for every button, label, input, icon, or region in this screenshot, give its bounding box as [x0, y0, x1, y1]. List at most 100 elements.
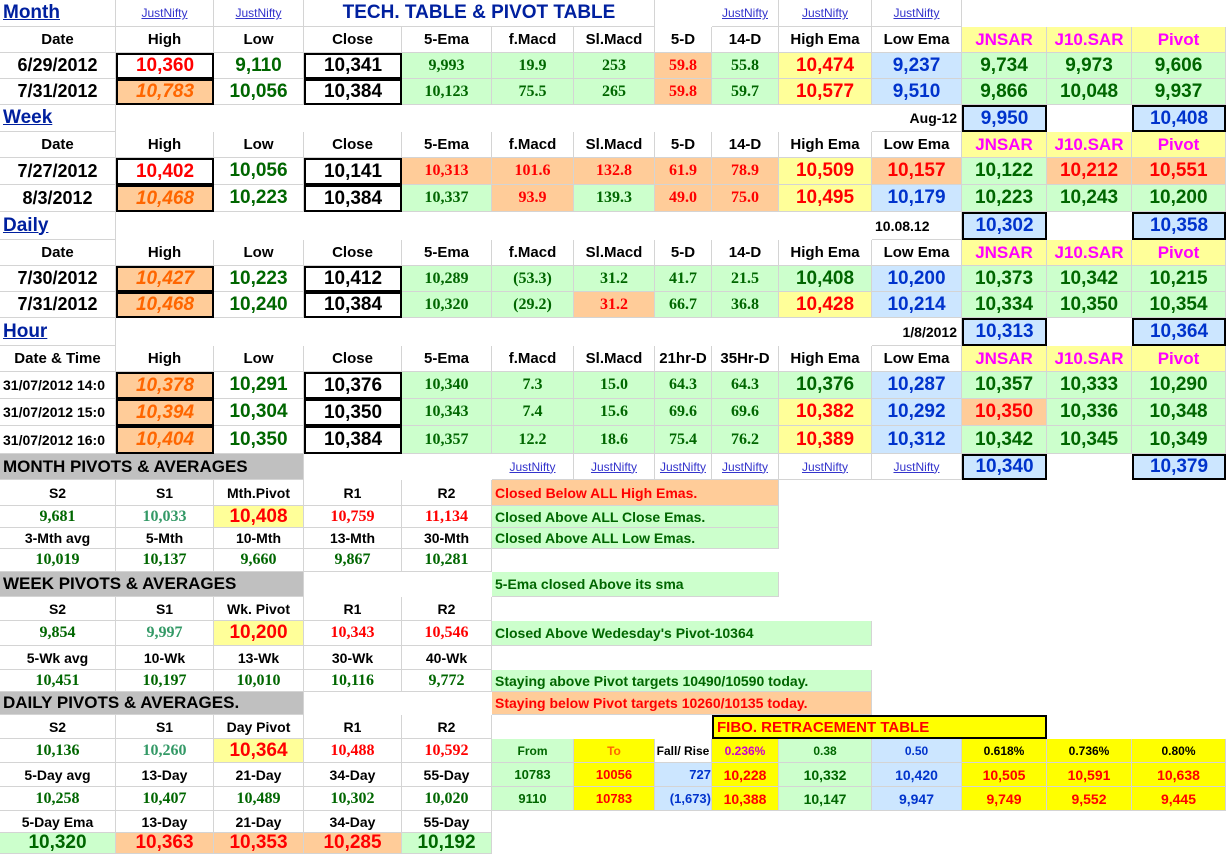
- pivot-value[interactable]: 10,364: [214, 739, 304, 763]
- average-header[interactable]: 30-Mth: [402, 528, 492, 549]
- average-header[interactable]: 13-Day: [116, 763, 214, 787]
- data-cell[interactable]: 59.7: [712, 79, 779, 105]
- data-cell[interactable]: 10,404: [116, 426, 214, 454]
- data-cell[interactable]: 9,110: [214, 53, 304, 79]
- data-cell[interactable]: 19.9: [492, 53, 574, 79]
- data-cell[interactable]: 10,402: [116, 158, 214, 185]
- pivot-header[interactable]: Day Pivot: [214, 715, 304, 739]
- next-pivot[interactable]: 10,364: [1132, 318, 1226, 346]
- column-header-ema5[interactable]: 5-Ema: [402, 132, 492, 158]
- column-header-d14[interactable]: 14-D: [712, 240, 779, 266]
- pivot-header[interactable]: R2: [402, 597, 492, 621]
- data-cell[interactable]: 69.6: [655, 399, 712, 426]
- daily-pivots-title[interactable]: DAILY PIVOTS & AVERAGES.: [0, 692, 304, 715]
- average-value[interactable]: 9,867: [304, 549, 402, 572]
- justnifty-link[interactable]: JustNifty: [712, 0, 779, 27]
- data-cell[interactable]: 9,993: [402, 53, 492, 79]
- pivot-value[interactable]: 10,343: [304, 621, 402, 646]
- fibo-header[interactable]: 0.50: [872, 739, 962, 763]
- data-cell[interactable]: 31/07/2012 15:0: [0, 399, 116, 426]
- data-cell[interactable]: 31/07/2012 14:0: [0, 372, 116, 399]
- ema-value[interactable]: 10,363: [116, 833, 214, 854]
- data-cell[interactable]: 10,342: [962, 426, 1047, 454]
- fibo-header[interactable]: Fall/ Rise: [655, 739, 712, 763]
- column-header-loema[interactable]: Low Ema: [872, 132, 962, 158]
- data-cell[interactable]: 10,495: [779, 185, 872, 212]
- data-cell[interactable]: 75.0: [712, 185, 779, 212]
- pivot-header[interactable]: R2: [402, 480, 492, 506]
- data-cell[interactable]: 10,141: [304, 158, 402, 185]
- column-header-hiema[interactable]: High Ema: [779, 240, 872, 266]
- pivot-header[interactable]: Mth.Pivot: [214, 480, 304, 506]
- average-value[interactable]: 10,489: [214, 787, 304, 811]
- data-cell[interactable]: (29.2): [492, 292, 574, 318]
- data-cell[interactable]: 10,292: [872, 399, 962, 426]
- average-header[interactable]: 5-Wk avg: [0, 646, 116, 670]
- column-header-high[interactable]: High: [116, 27, 214, 53]
- average-header[interactable]: 10-Mth: [214, 528, 304, 549]
- data-cell[interactable]: 9,866: [962, 79, 1047, 105]
- data-cell[interactable]: 9,973: [1047, 53, 1132, 79]
- data-cell[interactable]: 10,056: [214, 158, 304, 185]
- ema-header[interactable]: 5-Day Ema: [0, 811, 116, 833]
- average-header[interactable]: 40-Wk: [402, 646, 492, 670]
- data-cell[interactable]: 10,551: [1132, 158, 1226, 185]
- fibo-header[interactable]: 0.80%: [1132, 739, 1226, 763]
- column-header-d5[interactable]: 5-D: [655, 240, 712, 266]
- data-cell[interactable]: 7.3: [492, 372, 574, 399]
- data-cell[interactable]: 10,122: [962, 158, 1047, 185]
- column-header-pivot[interactable]: Pivot: [1132, 27, 1226, 53]
- average-value[interactable]: 9,772: [402, 670, 492, 692]
- data-cell[interactable]: 10,340: [402, 372, 492, 399]
- data-cell[interactable]: 10,179: [872, 185, 962, 212]
- data-cell[interactable]: 10,290: [1132, 372, 1226, 399]
- pivot-value[interactable]: 10,136: [0, 739, 116, 763]
- data-cell[interactable]: 10,048: [1047, 79, 1132, 105]
- data-cell[interactable]: 101.6: [492, 158, 574, 185]
- justnifty-link[interactable]: JustNifty: [655, 454, 712, 480]
- column-header-close[interactable]: Close: [304, 27, 402, 53]
- column-header-j10[interactable]: J10.SAR: [1047, 27, 1132, 53]
- data-cell[interactable]: 10,313: [402, 158, 492, 185]
- data-cell[interactable]: 9,734: [962, 53, 1047, 79]
- column-header-j10[interactable]: J10.SAR: [1047, 240, 1132, 266]
- average-value[interactable]: 10,010: [214, 670, 304, 692]
- ema-value[interactable]: 10,320: [0, 833, 116, 854]
- page-title[interactable]: TECH. TABLE & PIVOT TABLE: [304, 0, 655, 27]
- data-cell[interactable]: 10,354: [1132, 292, 1226, 318]
- data-cell[interactable]: 10,223: [214, 185, 304, 212]
- next-pivot[interactable]: 10,358: [1132, 212, 1226, 240]
- data-cell[interactable]: 7/31/2012: [0, 292, 116, 318]
- justnifty-link[interactable]: JustNifty: [214, 0, 304, 27]
- justnifty-link[interactable]: JustNifty: [712, 454, 779, 480]
- average-value[interactable]: 10,137: [116, 549, 214, 572]
- column-header-hr35[interactable]: 35Hr-D: [712, 346, 779, 372]
- data-cell[interactable]: 64.3: [712, 372, 779, 399]
- average-value[interactable]: 10,019: [0, 549, 116, 572]
- month-pivots-title[interactable]: MONTH PIVOTS & AVERAGES: [0, 454, 304, 480]
- data-cell[interactable]: 10,394: [116, 399, 214, 426]
- column-header-slmacd[interactable]: Sl.Macd: [574, 240, 655, 266]
- data-cell[interactable]: 10,382: [779, 399, 872, 426]
- data-cell[interactable]: 132.8: [574, 158, 655, 185]
- data-cell[interactable]: 10,360: [116, 53, 214, 79]
- column-header-hiema[interactable]: High Ema: [779, 27, 872, 53]
- data-cell[interactable]: 10,333: [1047, 372, 1132, 399]
- data-cell[interactable]: 10,384: [304, 185, 402, 212]
- data-cell[interactable]: 36.8: [712, 292, 779, 318]
- fibo-value[interactable]: 9,445: [1132, 787, 1226, 811]
- column-header-jnsar[interactable]: JNSAR: [962, 132, 1047, 158]
- pivot-header[interactable]: R1: [304, 715, 402, 739]
- data-cell[interactable]: 10,123: [402, 79, 492, 105]
- average-header[interactable]: 5-Day avg: [0, 763, 116, 787]
- data-cell[interactable]: 10,223: [214, 266, 304, 292]
- data-cell[interactable]: 10,376: [779, 372, 872, 399]
- data-cell[interactable]: 10,215: [1132, 266, 1226, 292]
- fibo-value[interactable]: 9,749: [962, 787, 1047, 811]
- pivot-header[interactable]: R1: [304, 597, 402, 621]
- next-period-label[interactable]: 1/8/2012: [872, 318, 962, 346]
- data-cell[interactable]: 59.8: [655, 53, 712, 79]
- data-cell[interactable]: 10,223: [962, 185, 1047, 212]
- fibo-value[interactable]: 9110: [492, 787, 574, 811]
- data-cell[interactable]: 10,240: [214, 292, 304, 318]
